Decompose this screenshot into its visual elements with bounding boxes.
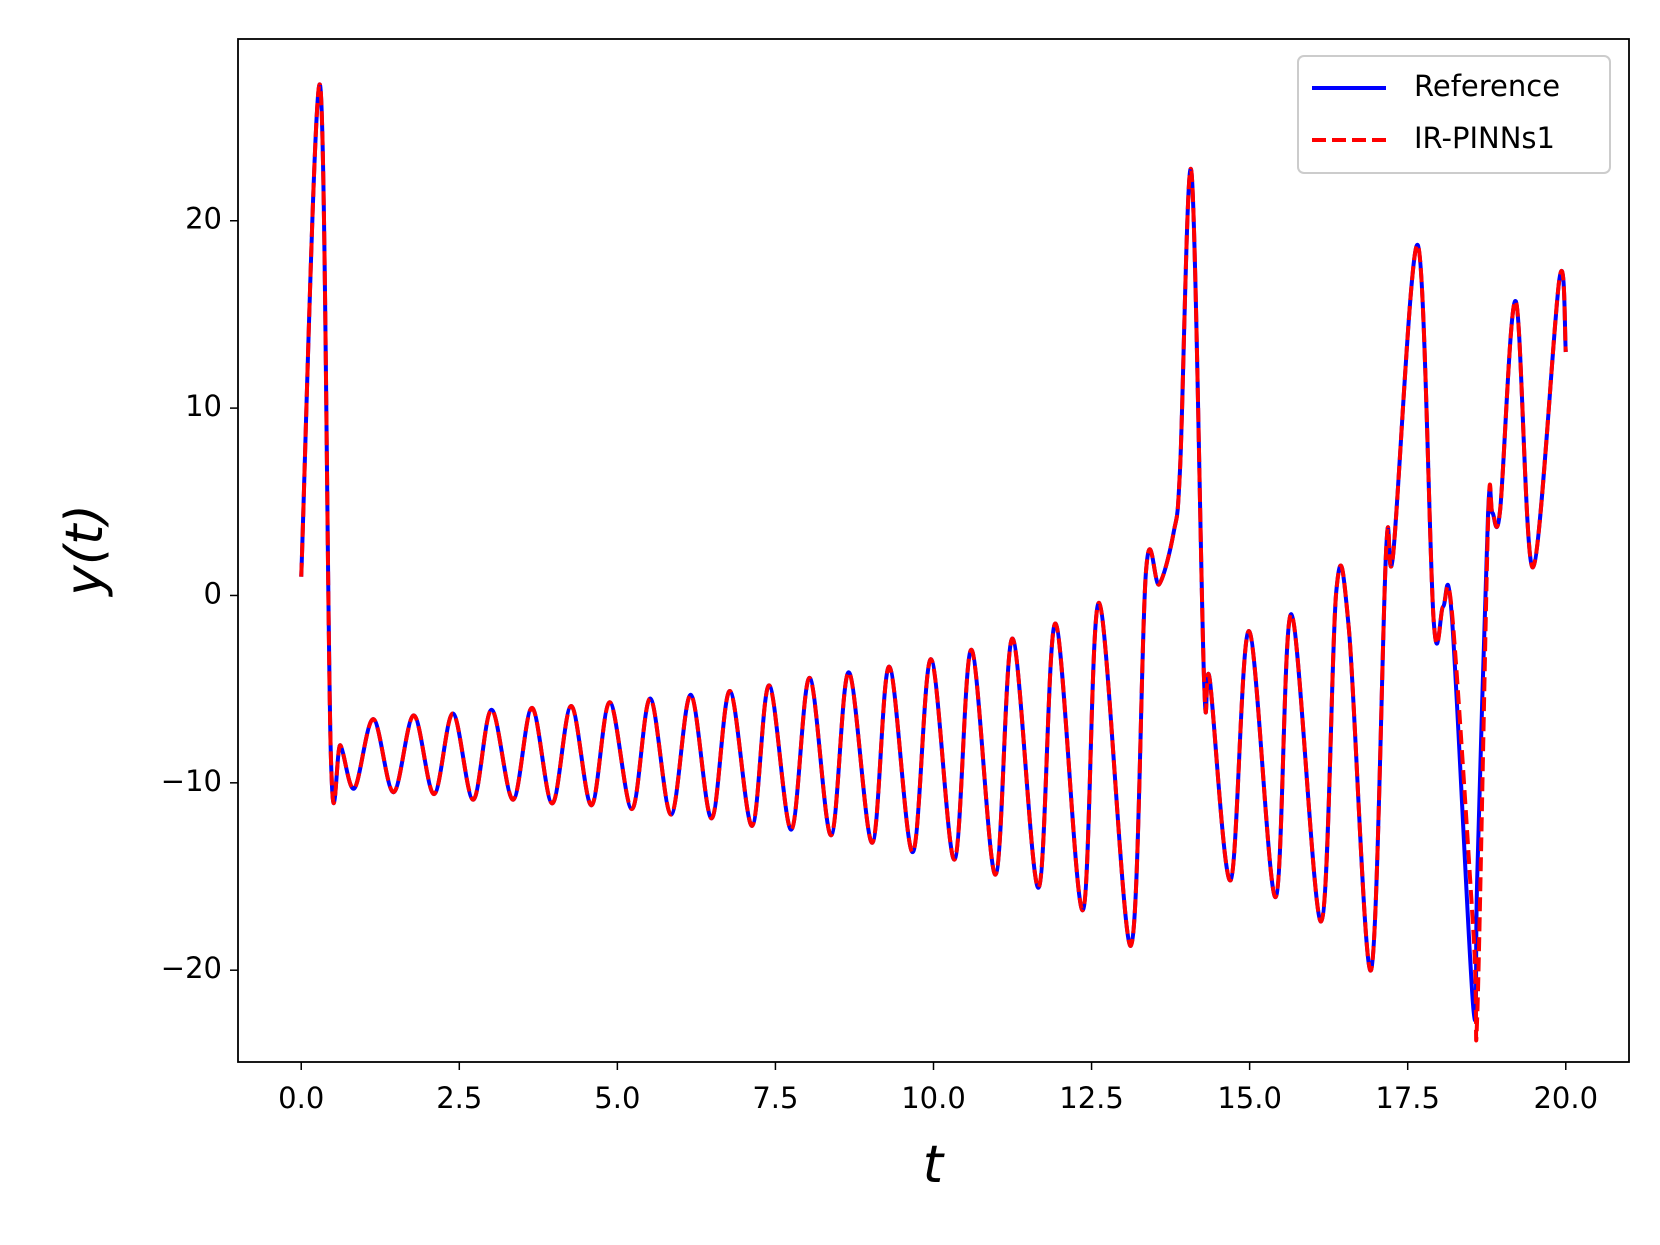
y-tick-label: −10 — [161, 764, 222, 798]
data-line — [299, 82, 1568, 1043]
legend-label: IR-PINNs1 — [1414, 121, 1555, 155]
data-line — [299, 82, 1568, 1023]
x-tick-label: 20.0 — [1533, 1081, 1598, 1115]
y-tick-label: 20 — [185, 202, 222, 236]
y-axis-label: y(t) — [55, 504, 115, 598]
x-tick-label: 17.5 — [1375, 1081, 1440, 1115]
y-tick-label: 10 — [185, 389, 222, 423]
y-tick-label: 0 — [204, 576, 222, 610]
legend-label: Reference — [1414, 69, 1560, 103]
x-tick-label: 7.5 — [752, 1081, 798, 1115]
x-axis-label: t — [923, 1135, 945, 1195]
x-tick-label: 10.0 — [901, 1081, 966, 1115]
x-tick-label: 12.5 — [1059, 1081, 1124, 1115]
x-tick-label: 5.0 — [594, 1081, 640, 1115]
x-tick-label: 15.0 — [1217, 1081, 1282, 1115]
plot-frame — [237, 38, 1630, 1063]
y-tick-label: −20 — [161, 951, 222, 985]
legend-box — [1297, 55, 1611, 174]
x-tick-label: 2.5 — [436, 1081, 482, 1115]
x-tick-label: 0.0 — [278, 1081, 324, 1115]
